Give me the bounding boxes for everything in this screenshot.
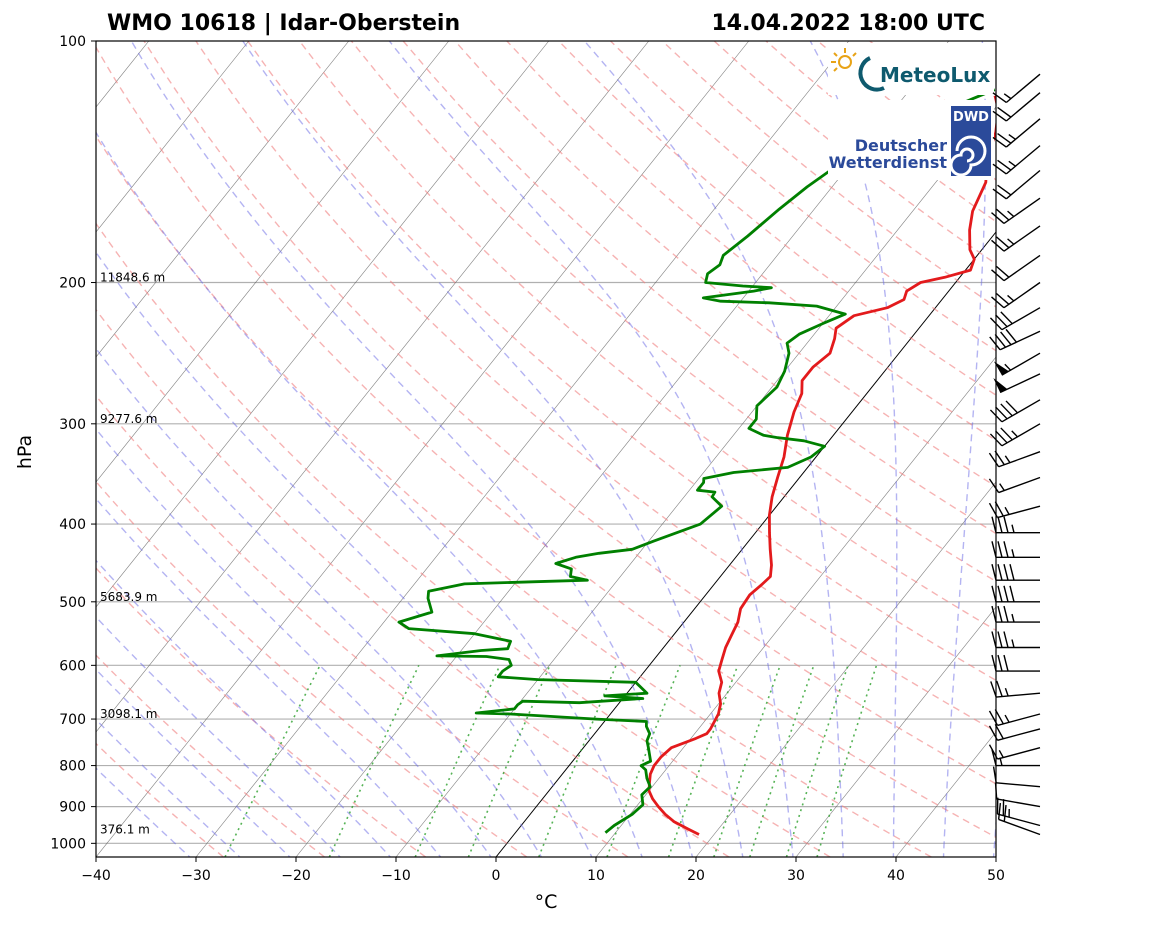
y-axis-label: hPa [14, 435, 36, 469]
x-tick-label: −40 [81, 868, 111, 884]
y-tick-label: 1000 [50, 836, 86, 852]
x-tick-label: 20 [687, 868, 705, 884]
height-label: 376.1 m [100, 823, 150, 837]
y-tick-label: 500 [59, 595, 86, 611]
x-tick-label: 30 [787, 868, 805, 884]
x-tick-label: 40 [887, 868, 905, 884]
x-tick-label: 10 [587, 868, 605, 884]
y-tick-label: 600 [59, 658, 86, 674]
x-tick-label: −20 [281, 868, 311, 884]
height-label: 5683.9 m [100, 590, 158, 604]
y-tick-label: 900 [59, 800, 86, 816]
dwd-logo: DWD Deutscher Wetterdienst [828, 100, 994, 180]
x-tick-label: −30 [181, 868, 211, 884]
y-tick-label: 400 [59, 517, 86, 533]
y-tick-label: 300 [59, 417, 86, 433]
dwd-wordmark-line2: Wetterdienst [829, 153, 948, 172]
height-label: 11848.6 m [100, 271, 165, 285]
x-axis-label: °C [535, 891, 558, 913]
chart-title-left: WMO 10618 | Idar-Oberstein [107, 11, 460, 36]
x-tick-label: 50 [987, 868, 1005, 884]
y-tick-label: 700 [59, 712, 86, 728]
chart-title-right: 14.04.2022 18:00 UTC [711, 11, 985, 36]
meteolux-wordmark: MeteoLux [880, 63, 990, 87]
x-tick-label: 0 [492, 868, 501, 884]
height-label: 9277.6 m [100, 412, 158, 426]
dwd-abbreviation: DWD [953, 110, 989, 125]
y-tick-label: 800 [59, 759, 86, 775]
y-tick-label: 100 [59, 34, 86, 50]
x-tick-label: −10 [381, 868, 411, 884]
meteolux-logo: MeteoLux [828, 43, 994, 95]
height-label: 3098.1 m [100, 707, 158, 721]
y-tick-label: 200 [59, 276, 86, 292]
